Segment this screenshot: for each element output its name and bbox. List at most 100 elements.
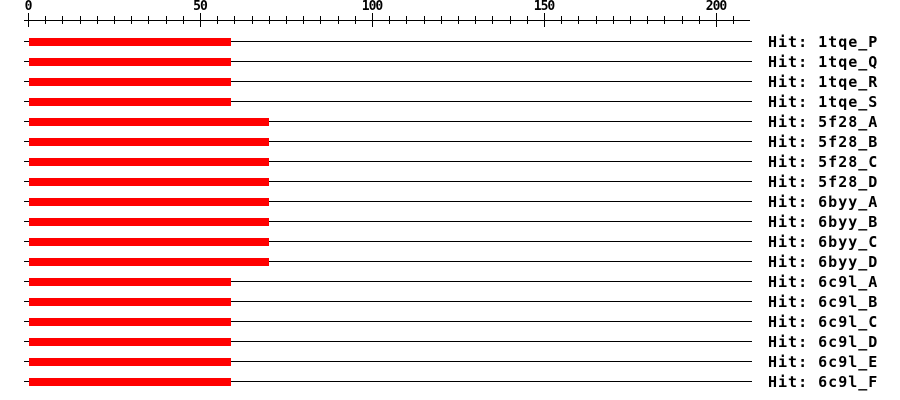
axis-tick-minor bbox=[406, 16, 407, 24]
axis-tick-minor bbox=[475, 16, 476, 24]
axis-tick-minor bbox=[647, 16, 648, 24]
hit-label: Hit: 6byy_C bbox=[768, 232, 879, 251]
axis-tick-minor bbox=[286, 16, 287, 24]
axis-tick-minor bbox=[389, 16, 390, 24]
hit-row-line bbox=[24, 361, 753, 362]
hit-bar[interactable] bbox=[29, 197, 269, 206]
hit-label: Hit: 5f28_A bbox=[768, 112, 879, 131]
hit-bar[interactable] bbox=[29, 157, 269, 166]
hit-label: Hit: 5f28_C bbox=[768, 152, 879, 171]
axis-tick-minor bbox=[510, 16, 511, 24]
axis-tick-minor bbox=[320, 16, 321, 24]
hit-label: Hit: 1tqe_R bbox=[768, 72, 879, 91]
hit-row-line bbox=[24, 321, 753, 322]
hit-row-line bbox=[24, 161, 753, 162]
axis-tick-minor bbox=[183, 16, 184, 24]
axis-tick-minor bbox=[45, 16, 46, 24]
hit-row-line bbox=[24, 261, 753, 262]
hit-label: Hit: 1tqe_Q bbox=[768, 52, 879, 71]
hit-row-line bbox=[24, 301, 753, 302]
hit-row-line bbox=[24, 61, 753, 62]
axis-tick-label: 150 bbox=[533, 0, 556, 14]
axis-tick-label: 50 bbox=[193, 0, 208, 14]
hit-bar[interactable] bbox=[29, 117, 269, 126]
axis-tick-minor bbox=[578, 16, 579, 24]
axis-tick-major bbox=[200, 13, 201, 27]
hit-row-line bbox=[24, 141, 753, 142]
axis-tick-minor bbox=[234, 16, 235, 24]
hit-bar[interactable] bbox=[29, 217, 269, 226]
hit-row-line bbox=[24, 381, 753, 382]
hit-label: Hit: 6c9l_A bbox=[768, 272, 879, 291]
hit-label: Hit: 1tqe_S bbox=[768, 92, 879, 111]
axis-tick-minor bbox=[166, 16, 167, 24]
hit-row-line bbox=[24, 201, 753, 202]
hit-row-line bbox=[24, 341, 753, 342]
axis-tick-minor bbox=[596, 16, 597, 24]
hit-bar[interactable] bbox=[29, 177, 269, 186]
axis-tick-minor bbox=[527, 16, 528, 24]
axis-tick-minor bbox=[458, 16, 459, 24]
axis-tick-minor bbox=[424, 16, 425, 24]
axis-tick-label: 100 bbox=[361, 0, 384, 14]
axis-tick-minor bbox=[733, 16, 734, 24]
hit-row-line bbox=[24, 281, 753, 282]
hit-bar[interactable] bbox=[29, 77, 231, 86]
hit-label: Hit: 6byy_A bbox=[768, 192, 879, 211]
axis-tick-label: 0 bbox=[24, 0, 33, 14]
axis-tick-minor bbox=[561, 16, 562, 24]
axis-tick-major bbox=[28, 13, 29, 27]
axis-tick-minor bbox=[664, 16, 665, 24]
hit-bar[interactable] bbox=[29, 337, 231, 346]
hit-bar[interactable] bbox=[29, 317, 231, 326]
hit-label: Hit: 5f28_D bbox=[768, 172, 879, 191]
axis-tick-minor bbox=[699, 16, 700, 24]
hit-label: Hit: 6byy_D bbox=[768, 252, 879, 271]
hit-bar[interactable] bbox=[29, 257, 269, 266]
axis-tick-minor bbox=[682, 16, 683, 24]
hit-bar[interactable] bbox=[29, 297, 231, 306]
hit-label: Hit: 6c9l_B bbox=[768, 292, 879, 311]
hit-label: Hit: 1tqe_P bbox=[768, 32, 879, 51]
axis-tick-minor bbox=[131, 16, 132, 24]
axis-tick-minor bbox=[62, 16, 63, 24]
axis-tick-minor bbox=[148, 16, 149, 24]
axis-tick-minor bbox=[630, 16, 631, 24]
axis-tick-minor bbox=[97, 16, 98, 24]
hit-label: Hit: 6c9l_C bbox=[768, 312, 879, 331]
axis-tick-minor bbox=[613, 16, 614, 24]
axis-line bbox=[24, 20, 751, 21]
axis-tick-minor bbox=[217, 16, 218, 24]
hit-label: Hit: 5f28_B bbox=[768, 132, 879, 151]
hit-label: Hit: 6c9l_D bbox=[768, 332, 879, 351]
axis-tick-minor bbox=[252, 16, 253, 24]
hit-label: Hit: 6c9l_F bbox=[768, 372, 879, 391]
hit-bar[interactable] bbox=[29, 357, 231, 366]
axis-tick-minor bbox=[114, 16, 115, 24]
hit-row-line bbox=[24, 121, 753, 122]
axis-tick-minor bbox=[355, 16, 356, 24]
axis-tick-major bbox=[372, 13, 373, 27]
hit-row-line bbox=[24, 241, 753, 242]
axis-tick-minor bbox=[441, 16, 442, 24]
hit-row-line bbox=[24, 41, 753, 42]
axis-tick-minor bbox=[303, 16, 304, 24]
hit-row-line bbox=[24, 221, 753, 222]
hit-row-line bbox=[24, 181, 753, 182]
axis-tick-major bbox=[716, 13, 717, 27]
axis-tick-major bbox=[544, 13, 545, 27]
hit-bar[interactable] bbox=[29, 377, 231, 386]
hit-label: Hit: 6byy_B bbox=[768, 212, 879, 231]
hit-bar[interactable] bbox=[29, 97, 231, 106]
hit-bar[interactable] bbox=[29, 37, 231, 46]
axis-tick-minor bbox=[338, 16, 339, 24]
axis-tick-minor bbox=[80, 16, 81, 24]
hit-bar[interactable] bbox=[29, 237, 269, 246]
axis-tick-minor bbox=[492, 16, 493, 24]
hit-row-line bbox=[24, 81, 753, 82]
hit-bar[interactable] bbox=[29, 277, 231, 286]
axis-tick-label: 200 bbox=[705, 0, 728, 14]
hit-bar[interactable] bbox=[29, 57, 231, 66]
hit-bar[interactable] bbox=[29, 137, 269, 146]
